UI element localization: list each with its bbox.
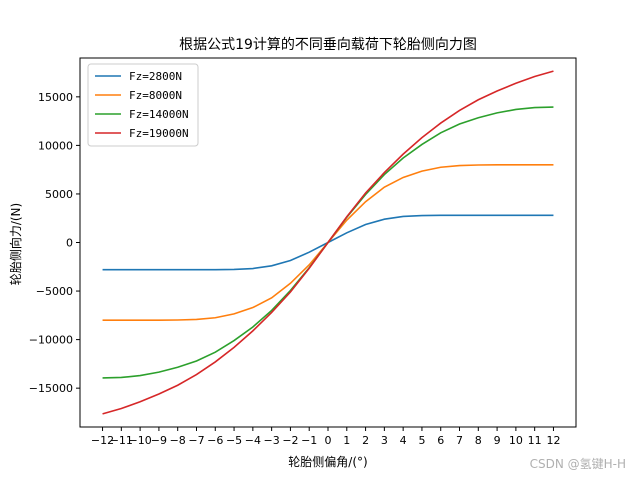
legend-entry-label: Fz=14000N <box>129 108 189 121</box>
chart-title: 根据公式19计算的不同垂向载荷下轮胎侧向力图 <box>179 37 477 53</box>
x-tick-label: −7 <box>188 434 204 447</box>
x-tick-label: 4 <box>400 434 407 447</box>
x-tick-label: 12 <box>546 434 560 447</box>
legend: Fz=2800N Fz=8000N Fz=14000N Fz=19000N <box>87 63 199 147</box>
plot-area <box>102 70 554 415</box>
x-tick-label: −3 <box>264 434 280 447</box>
y-axis-label: 轮胎侧向力/(N) <box>8 203 23 285</box>
x-tick-label: −11 <box>110 434 133 447</box>
legend-entry-label: Fz=19000N <box>129 127 189 140</box>
x-tick-label: 5 <box>418 434 425 447</box>
x-tick-label: 9 <box>494 434 501 447</box>
x-tick-label: −9 <box>151 434 167 447</box>
legend-box <box>87 63 199 147</box>
watermark: CSDN @氢键H-H <box>530 456 626 471</box>
y-tick-label: 0 <box>66 237 73 250</box>
y-tick-label: −15000 <box>29 382 73 395</box>
x-tick-label: 3 <box>381 434 388 447</box>
x-tick-label: −12 <box>91 434 114 447</box>
x-tick-label: −10 <box>129 434 152 447</box>
legend-entry-label: Fz=8000N <box>129 89 182 102</box>
y-tick-label: 15000 <box>38 91 73 104</box>
y-axis: −15000 −10000 −5000 0 5000 10000 15000 <box>29 91 80 395</box>
y-tick-label: −10000 <box>29 334 73 347</box>
x-tick-label: −6 <box>207 434 223 447</box>
x-tick-label: 1 <box>343 434 350 447</box>
x-tick-label: −4 <box>245 434 261 447</box>
y-tick-label: 5000 <box>45 188 73 201</box>
x-tick-label: 11 <box>528 434 542 447</box>
x-tick-label: −2 <box>282 434 298 447</box>
x-tick-label: 8 <box>475 434 482 447</box>
x-tick-label: −8 <box>170 434 186 447</box>
x-tick-label: 10 <box>509 434 523 447</box>
x-axis-label: 轮胎侧偏角/(°) <box>288 454 367 469</box>
legend-entry-label: Fz=2800N <box>129 70 182 83</box>
x-tick-label: 6 <box>437 434 444 447</box>
y-tick-label: −5000 <box>36 285 73 298</box>
x-tick-label: 0 <box>325 434 332 447</box>
x-tick-label: 7 <box>456 434 463 447</box>
x-tick-label: −5 <box>226 434 242 447</box>
series-line-fz-19000n <box>102 70 554 415</box>
x-tick-label: −1 <box>301 434 317 447</box>
x-axis: −12−11−10 −9 −8 −7 −6 −5 −4 −3 −2 −1 0 1 2 3 4 5 6 7 8 9 10 1… <box>91 427 560 447</box>
y-tick-label: 10000 <box>38 139 73 152</box>
x-tick-label: 2 <box>362 434 369 447</box>
